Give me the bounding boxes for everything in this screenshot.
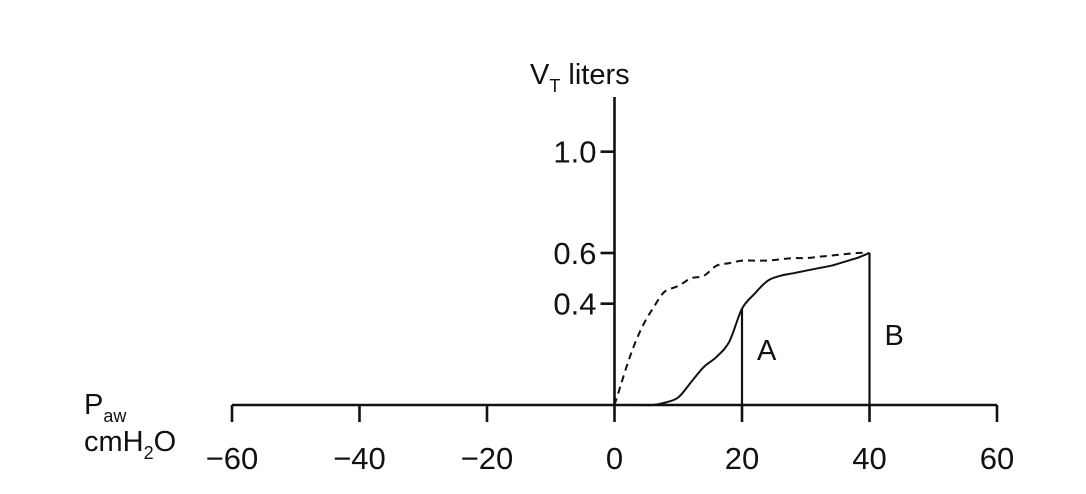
dashed-curve <box>613 251 870 406</box>
x-axis-title-subscript: aw <box>103 406 127 426</box>
y-ticks: 0.4 0.6 1.0 <box>553 135 615 322</box>
x-tick-label: −40 <box>333 441 386 476</box>
y-axis-title-subscript: T <box>549 76 560 96</box>
solid-curve <box>614 252 870 407</box>
marker-label-a: A <box>757 335 777 367</box>
x-tick-label: 20 <box>725 441 759 476</box>
x-axis-unit: cmH2O <box>84 426 176 463</box>
series-layer <box>613 251 870 407</box>
x-axis-title: Paw <box>84 389 127 426</box>
x-axis-unit-end: O <box>154 426 177 458</box>
x-tick-label: 0 <box>606 441 623 476</box>
y-tick-label: 1.0 <box>553 135 596 170</box>
x-tick-label: 60 <box>980 441 1014 476</box>
x-ticks: −60 −40 −20 0 20 40 60 <box>206 405 1014 476</box>
x-axis-unit-subscript: 2 <box>144 443 154 463</box>
x-axis-title-main: P <box>84 389 103 421</box>
y-tick-label: 0.6 <box>553 236 596 271</box>
x-axis-unit-main: cmH <box>84 426 144 458</box>
axes <box>232 97 997 407</box>
y-tick-label: 0.4 <box>553 287 596 322</box>
y-axis-title-unit: liters <box>560 59 629 91</box>
y-axis-title-main: V <box>530 59 550 91</box>
x-tick-label: −20 <box>461 441 514 476</box>
x-tick-label: −60 <box>206 441 259 476</box>
x-tick-label: 40 <box>852 441 886 476</box>
y-axis-title: VT liters <box>530 59 630 96</box>
marker-label-b: B <box>885 320 904 352</box>
